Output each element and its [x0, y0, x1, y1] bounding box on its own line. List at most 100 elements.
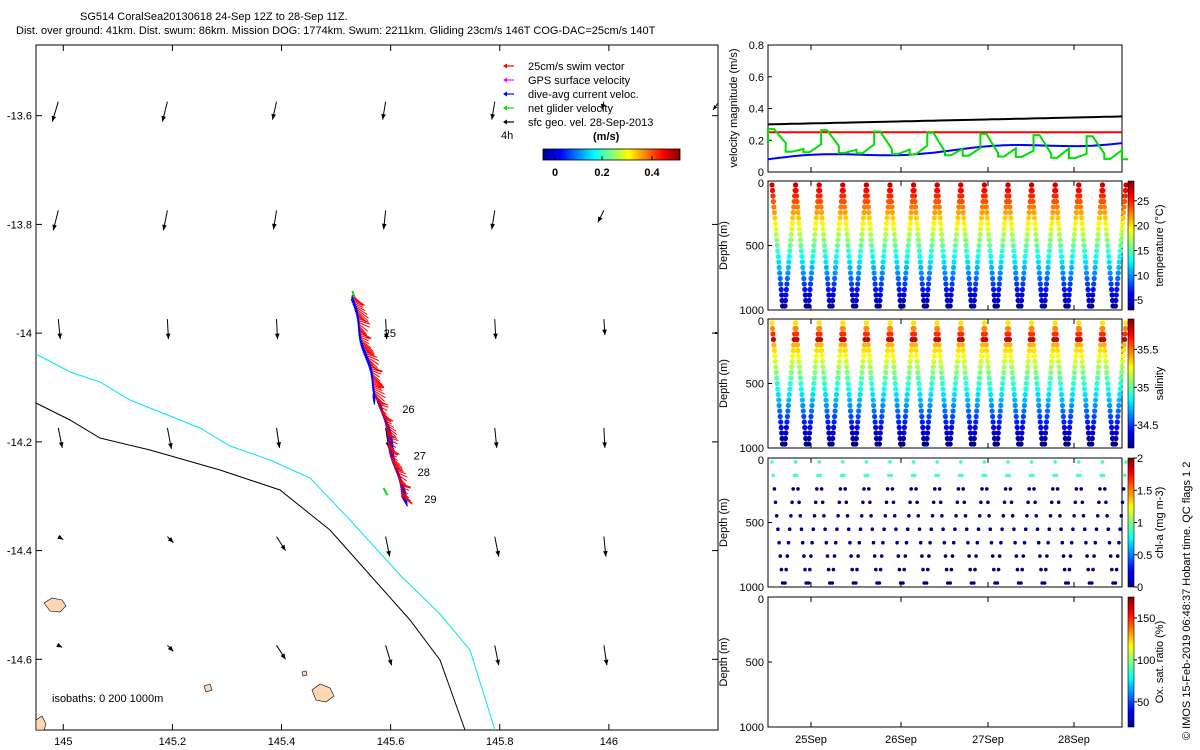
data-point	[835, 375, 841, 381]
data-point	[825, 419, 831, 425]
data-point	[1055, 353, 1061, 359]
data-point	[1122, 193, 1128, 199]
vector-head	[490, 113, 495, 120]
data-point	[1095, 369, 1101, 376]
data-point	[1008, 353, 1014, 359]
data-point	[796, 487, 800, 491]
data-point	[802, 292, 808, 298]
data-point	[982, 325, 988, 332]
data-point	[787, 527, 792, 531]
data-point	[772, 215, 778, 221]
data-point	[908, 347, 914, 354]
data-point	[911, 320, 917, 326]
data-point	[796, 226, 803, 232]
data-point	[1105, 242, 1111, 249]
data-point	[1010, 380, 1016, 387]
data-point	[1107, 402, 1113, 409]
data-point	[1103, 358, 1109, 365]
data-point	[771, 342, 777, 348]
data-point	[1095, 237, 1101, 243]
data-point	[1119, 514, 1124, 518]
swim-vector	[359, 326, 368, 336]
data-point	[1091, 281, 1097, 287]
data-point	[1035, 527, 1040, 531]
data-point	[835, 369, 842, 376]
dive-avg-current-vector	[368, 363, 372, 370]
data-point	[953, 369, 960, 376]
map-frame	[35, 44, 719, 731]
data-point	[1048, 364, 1054, 370]
data-point	[1035, 259, 1041, 265]
data-point	[1029, 187, 1035, 194]
data-point	[902, 281, 908, 287]
colorbar	[1127, 457, 1135, 588]
data-point	[776, 259, 782, 265]
dive-avg-current-vector	[351, 296, 354, 304]
dive-avg-current-vector	[361, 344, 365, 352]
dive-avg-current-vector	[358, 333, 362, 340]
data-point	[776, 527, 780, 531]
data-point	[844, 226, 850, 232]
data-point	[783, 292, 789, 298]
data-point	[770, 331, 776, 337]
data-point	[926, 275, 932, 282]
data-point	[1045, 554, 1049, 558]
data-point	[1006, 331, 1012, 337]
data-point	[1059, 264, 1065, 271]
data-point	[1010, 375, 1016, 381]
data-point	[1114, 424, 1120, 431]
data-point	[932, 342, 938, 348]
data-point	[826, 567, 831, 572]
data-point	[867, 487, 871, 491]
data-point	[1006, 193, 1012, 199]
data-point	[890, 358, 897, 365]
data-point	[1113, 581, 1118, 585]
data-point	[774, 375, 780, 381]
data-point	[1089, 435, 1095, 442]
x-tick-label: 26Sep	[885, 734, 917, 746]
data-point	[837, 353, 843, 359]
data-point	[1106, 527, 1111, 531]
data-point	[904, 540, 909, 545]
data-point	[1001, 226, 1007, 232]
data-point	[1114, 281, 1120, 287]
data-point	[842, 204, 848, 210]
swim-vector	[368, 357, 379, 365]
data-point	[1056, 364, 1062, 370]
data-point	[950, 554, 955, 558]
data-point	[835, 527, 839, 531]
data-point	[773, 364, 779, 370]
data-point	[1115, 554, 1120, 558]
data-point	[975, 540, 980, 545]
data-point	[1070, 386, 1076, 392]
data-point	[845, 242, 851, 249]
land-patch	[203, 683, 213, 693]
data-point	[1056, 500, 1061, 505]
data-point	[1067, 281, 1073, 287]
data-point	[1103, 226, 1109, 232]
data-point	[971, 441, 977, 447]
swim-vector	[373, 379, 385, 389]
data-point	[954, 364, 960, 370]
data-point	[796, 358, 802, 365]
data-point	[1048, 231, 1054, 238]
data-point	[950, 275, 956, 282]
data-point	[859, 369, 865, 376]
data-point	[1025, 358, 1031, 365]
data-point	[855, 413, 861, 420]
swim-vector	[389, 453, 398, 458]
data-point	[911, 182, 917, 188]
data-point	[941, 259, 947, 265]
data-point	[938, 358, 944, 365]
data-point	[987, 380, 993, 387]
data-point	[942, 408, 948, 414]
data-point	[978, 358, 984, 365]
data-point	[802, 424, 808, 431]
data-point	[949, 281, 955, 287]
data-point	[787, 380, 793, 387]
data-point	[944, 292, 950, 298]
data-point	[959, 460, 963, 464]
data-point	[975, 253, 981, 260]
swim-vector	[390, 457, 401, 465]
data-point	[1069, 397, 1075, 403]
